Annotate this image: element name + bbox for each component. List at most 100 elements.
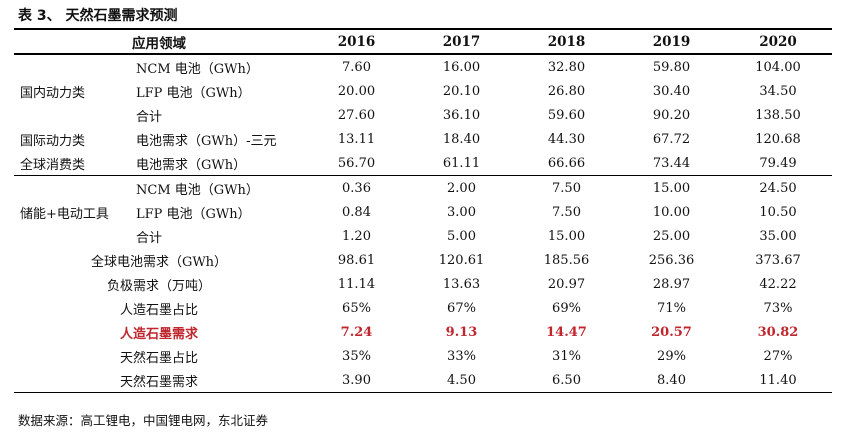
table-row: 天然石墨需求 3.90 4.50 6.50 8.40 11.40 [14, 368, 832, 393]
cell: 9.13 [445, 324, 478, 340]
cell: 3.90 [304, 368, 409, 393]
table-row: 全球电池需求（GWh） 98.61 120.61 185.56 256.36 3… [14, 248, 832, 272]
cell: 30.82 [757, 324, 799, 340]
cell: 120.68 [755, 131, 801, 147]
cell: 15.00 [652, 180, 691, 196]
cell: 71% [657, 300, 686, 316]
header-year: 2016 [304, 31, 409, 55]
row-label: LFP 电池（GWh） [136, 85, 251, 101]
cell: 13.11 [337, 131, 376, 147]
table-row: 负极需求（万吨） 11.14 13.63 20.97 28.97 42.22 [14, 272, 832, 296]
table-row: 天然石墨占比 35% 33% 31% 29% 27% [14, 344, 832, 368]
cell: 59.60 [547, 107, 586, 123]
cell: 61.11 [409, 151, 514, 176]
cell: 27.60 [337, 107, 376, 123]
cell: 20.97 [547, 276, 586, 292]
row-label: 人造石墨占比 [119, 302, 198, 318]
header-domain: 应用领域 [14, 31, 304, 55]
header-year: 2017 [409, 31, 514, 55]
cell: 20.00 [337, 83, 376, 99]
cell: 11.14 [337, 276, 376, 292]
graphite-demand-table: 应用领域 2016 2017 2018 2019 2020 国内动力类 NCM … [14, 31, 832, 393]
header-year: 2020 [724, 31, 832, 55]
cell: 65% [342, 300, 371, 316]
row-label: 负极需求（万吨） [106, 278, 211, 294]
group-label-consumer: 全球消费类 [14, 151, 134, 176]
cell: 8.40 [619, 368, 724, 393]
cell: 33% [447, 348, 476, 364]
cell: 5.00 [447, 228, 476, 244]
row-label: 电池需求（GWh） [134, 151, 304, 176]
cell: 29% [657, 348, 686, 364]
table-row-highlight: 人造石墨需求 7.24 9.13 14.47 20.57 30.82 [14, 320, 832, 344]
table-row: LFP 电池（GWh） 20.00 20.10 26.80 30.40 34.5… [14, 79, 832, 103]
cell: 90.20 [652, 107, 691, 123]
cell: 6.50 [514, 368, 619, 393]
cell: 79.49 [724, 151, 832, 176]
row-label: 电池需求（GWh）-三元 [136, 133, 277, 149]
cell: 25.00 [652, 228, 691, 244]
cell: 7.24 [340, 324, 373, 340]
header-year: 2019 [619, 31, 724, 55]
cell: 35% [342, 348, 371, 364]
cell: 120.61 [438, 252, 485, 268]
cell: 30.40 [652, 83, 691, 99]
cell: 20.10 [442, 83, 481, 99]
row-label: 人造石墨需求 [119, 326, 198, 342]
cell: 18.40 [442, 131, 481, 147]
cell: 44.30 [547, 131, 586, 147]
row-label: 合计 [136, 109, 163, 125]
cell: 42.22 [759, 276, 797, 292]
cell: 67% [447, 300, 476, 316]
table-row: 全球消费类 电池需求（GWh） 56.70 61.11 66.66 73.44 … [14, 151, 832, 176]
cell: 256.36 [648, 252, 695, 268]
row-label: 合计 [136, 230, 163, 246]
table-row: 合计 1.20 5.00 15.00 25.00 35.00 [14, 224, 832, 248]
cell: 98.61 [337, 252, 376, 268]
row-label: LFP 电池（GWh） [136, 206, 251, 222]
cell: 27% [763, 348, 793, 364]
table-row: 国内动力类 NCM 电池（GWh） 7.60 16.00 32.80 59.80… [14, 54, 832, 101]
group-label-domestic: 国内动力类 [20, 85, 86, 101]
source-note: 数据来源：高工锂电，中国锂电网，东北证券 [18, 413, 269, 428]
cell: 66.66 [514, 151, 619, 176]
cell: 15.00 [547, 228, 586, 244]
cell: 13.63 [442, 276, 481, 292]
table-row: 国际动力类 电池需求（GWh）-三元 13.11 18.40 44.30 67.… [14, 127, 832, 151]
cell: 20.57 [651, 324, 692, 340]
cell: 4.50 [409, 368, 514, 393]
cell: 10.00 [652, 204, 691, 220]
cell: 138.50 [755, 107, 801, 123]
cell: 35.00 [759, 228, 797, 244]
header-row: 应用领域 2016 2017 2018 2019 2020 [14, 31, 832, 55]
header-year: 2018 [514, 31, 619, 55]
cell: 69% [552, 300, 581, 316]
cell: 67.72 [652, 131, 691, 147]
cell: 7.50 [552, 180, 581, 196]
cell: 73% [763, 300, 793, 316]
group-label-intl: 国际动力类 [20, 133, 86, 149]
cell: 104.00 [755, 59, 801, 75]
row-label: NCM 电池（GWh） [136, 182, 259, 198]
cell: 11.40 [724, 368, 832, 393]
cell: 2.00 [447, 180, 476, 196]
cell: 0.36 [342, 180, 371, 196]
cell: 185.56 [543, 252, 590, 268]
cell: 14.47 [546, 324, 587, 340]
cell: 7.60 [342, 59, 371, 75]
cell: 24.50 [759, 180, 797, 196]
cell: 7.50 [552, 204, 581, 220]
cell: 56.70 [304, 151, 409, 176]
cell: 28.97 [652, 276, 691, 292]
cell: 16.00 [442, 59, 481, 75]
cell: 10.50 [759, 204, 797, 220]
table-row: 人造石墨占比 65% 67% 69% 71% 73% [14, 296, 832, 320]
table-row: 储能+电动工具 NCM 电池（GWh） 0.36 2.00 7.50 15.00… [14, 176, 832, 222]
cell: 373.67 [755, 252, 801, 268]
cell: 0.84 [342, 204, 371, 220]
cell: 36.10 [442, 107, 481, 123]
cell: 1.20 [342, 228, 371, 244]
cell: 59.80 [652, 59, 691, 75]
cell: 31% [552, 348, 581, 364]
row-label: 天然石墨需求 [14, 368, 304, 393]
